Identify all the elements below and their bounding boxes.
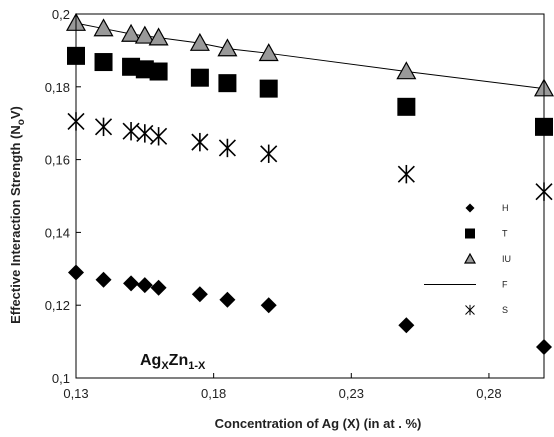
y-axis-label-end: V) [8, 106, 23, 119]
data-point-h [136, 277, 153, 294]
data-point-h [123, 275, 140, 292]
data-point-t [218, 74, 237, 93]
x-axis-ticks: 0,13 0,18 0,23 0,28 [63, 373, 502, 401]
x-tick-label: 0,23 [339, 386, 364, 401]
data-point-h [219, 291, 236, 308]
data-point-t [149, 62, 168, 81]
data-point-s [218, 138, 236, 158]
annotation-zn: Zn [169, 352, 189, 369]
legend-marker-h [465, 203, 475, 213]
y-axis-label-sub: o [16, 119, 27, 125]
data-point-h [150, 279, 167, 296]
legend-marker-t [465, 228, 475, 239]
data-point-iu [258, 43, 279, 62]
data-point-iu [189, 32, 210, 51]
data-point-s [397, 164, 415, 184]
x-tick-label: 0,18 [201, 386, 226, 401]
annotation-ag: Ag [140, 352, 161, 369]
data-point-iu [93, 18, 114, 37]
y-axis-label-main: Effective Interaction Strength (N [8, 125, 23, 324]
data-point-s [150, 127, 168, 146]
data-point-s [136, 124, 154, 143]
annotation-sub-1-x: 1-X [188, 360, 206, 372]
data-point-h [260, 297, 277, 314]
data-point-iu [148, 27, 169, 46]
legend-label-h: H [502, 203, 509, 213]
y-axis-label: Effective Interaction Strength (NoV) [8, 106, 27, 324]
data-point-s [191, 132, 209, 152]
legend-marker-s [465, 304, 475, 316]
y-tick-label: 0,12 [45, 298, 70, 313]
y-tick-label: 0,18 [45, 80, 70, 95]
data-point-t [259, 79, 278, 98]
y-tick-label: 0,16 [45, 153, 70, 168]
legend-label-s: S [502, 305, 508, 315]
data-point-iu [121, 23, 142, 42]
x-axis-label: Concentration of Ag (X) (in at . %) [215, 416, 422, 431]
y-tick-label: 0,1 [52, 371, 70, 386]
data-point-t [190, 68, 209, 87]
annotation-sub-x: X [161, 360, 169, 372]
plot-frame [75, 13, 545, 379]
y-axis-ticks: 0,1 0,12 0,14 0,16 0,18 0,2 [45, 7, 81, 386]
data-point-t [94, 53, 113, 72]
data-point-t [397, 97, 416, 116]
composition-annotation: AgXZn1-X [140, 352, 206, 372]
legend-marker-iu [463, 252, 477, 264]
data-point-h [191, 286, 208, 303]
legend: H T IU F S [424, 203, 511, 316]
data-point-s [260, 144, 278, 163]
x-tick-label: 0,28 [476, 386, 501, 401]
data-point-t [135, 60, 154, 79]
data-point-iu [134, 25, 155, 44]
data-point-t [122, 57, 141, 76]
data-point-s [94, 117, 113, 137]
data-point-h [398, 317, 415, 334]
y-tick-label: 0,2 [52, 7, 70, 22]
legend-label-f: F [502, 280, 508, 290]
y-tick-label: 0,14 [45, 225, 70, 240]
legend-label-t: T [502, 229, 508, 239]
data-point-h [95, 271, 112, 288]
x-tick-label: 0,13 [63, 386, 88, 401]
data-markers [65, 12, 554, 356]
legend-label-iu: IU [502, 254, 511, 264]
data-point-iu [396, 61, 417, 80]
data-point-iu [217, 38, 238, 57]
fit-line-series-f [75, 22, 545, 90]
